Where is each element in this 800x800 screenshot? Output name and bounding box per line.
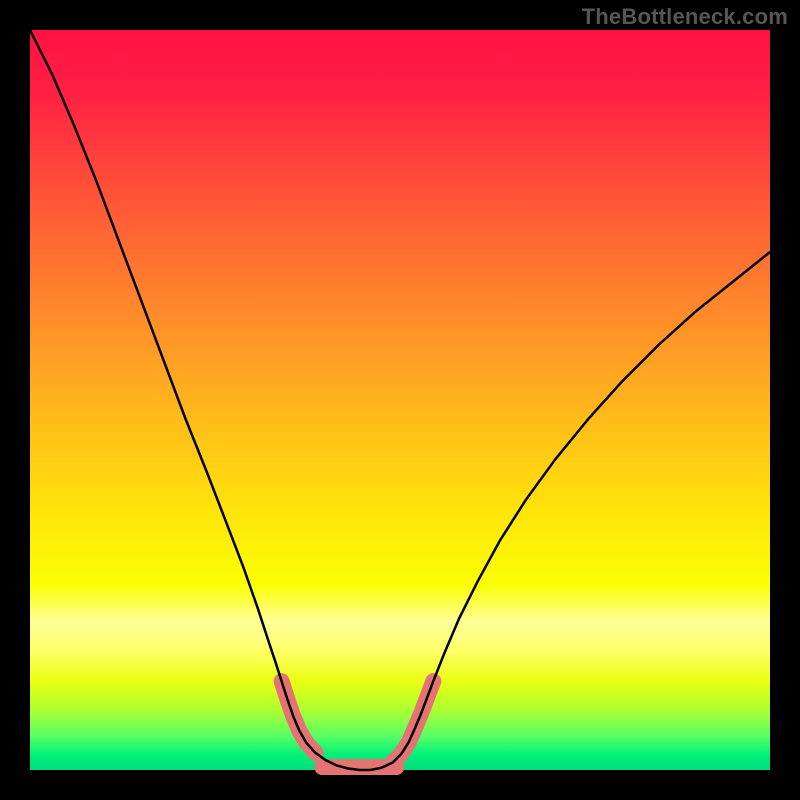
- plot-area: [30, 30, 770, 770]
- watermark-text: TheBottleneck.com: [582, 4, 788, 30]
- bottleneck-chart: [0, 0, 800, 800]
